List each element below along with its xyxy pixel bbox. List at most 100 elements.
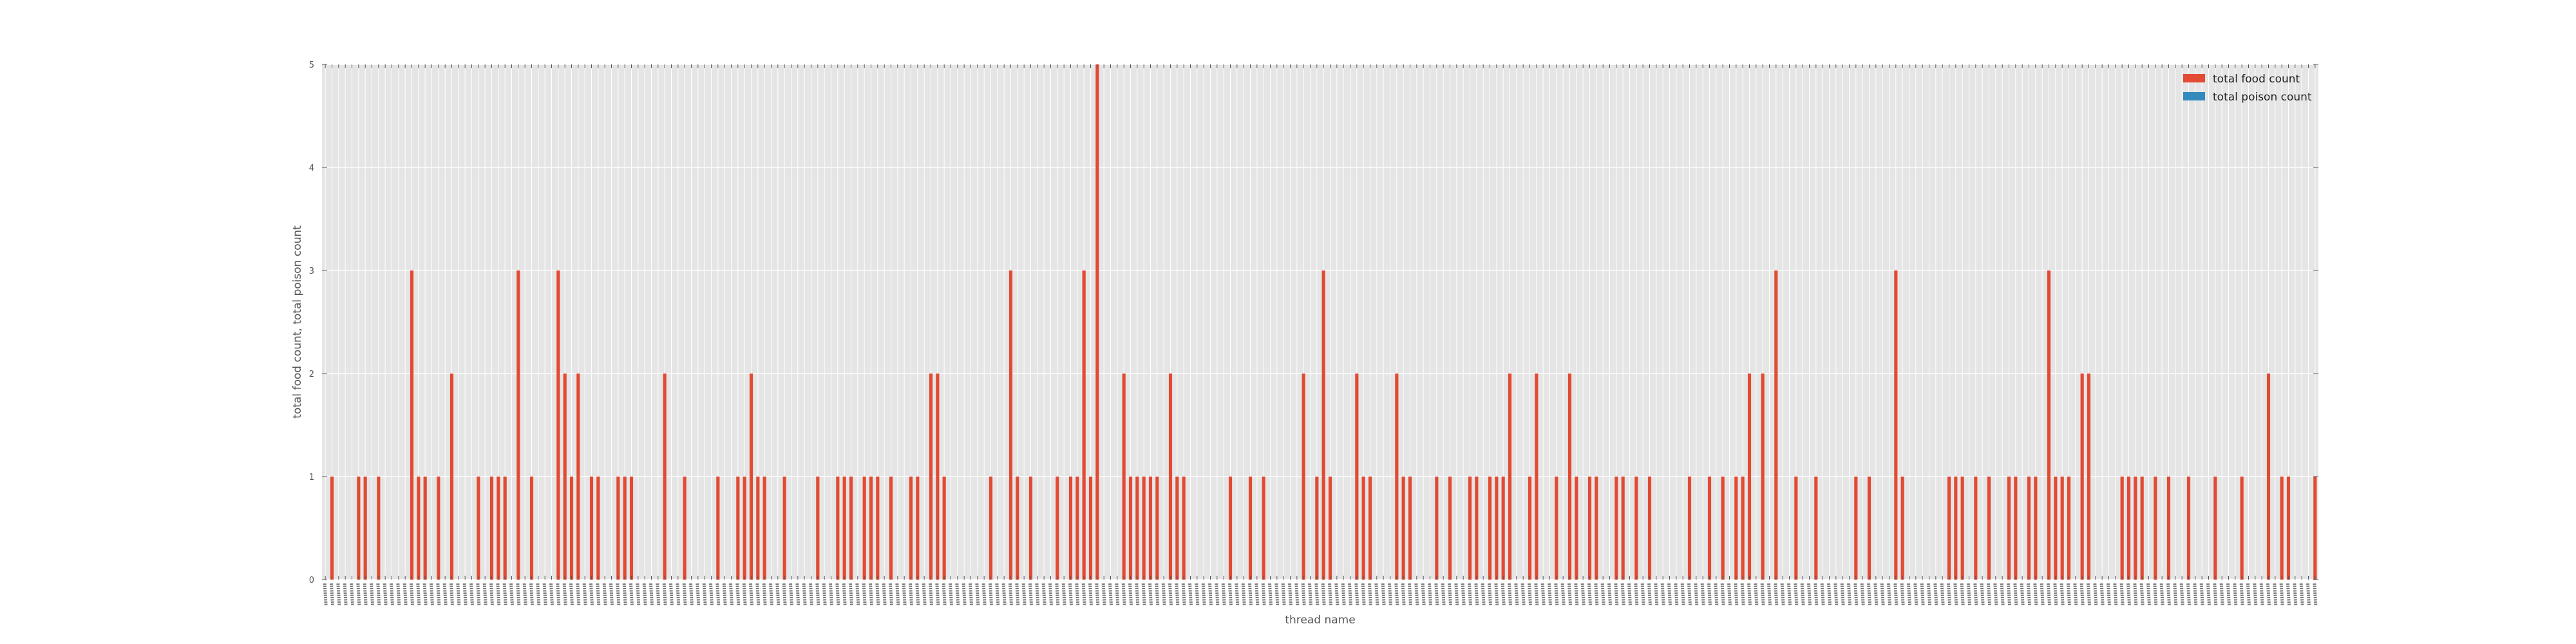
x-tick-label	[2213, 583, 2218, 606]
bar-food	[1435, 477, 1439, 580]
x-tick-label	[469, 583, 474, 606]
x-tick-label	[2246, 583, 2251, 606]
bar-food	[1721, 477, 1725, 580]
x-tick-label	[410, 583, 414, 606]
bar-food	[2126, 477, 2131, 580]
legend: total food count total poison count	[2183, 73, 2312, 104]
x-tick-label	[915, 583, 920, 606]
bar-food	[749, 374, 753, 580]
bar-food	[1501, 477, 1505, 580]
x-tick-label	[1913, 583, 1918, 606]
x-tick-label	[1394, 583, 1399, 606]
x-tick-label	[556, 583, 561, 606]
bar-food	[1401, 477, 1405, 580]
x-tick-label	[1075, 583, 1080, 606]
x-tick-label	[1920, 583, 1925, 606]
bar-food	[1135, 477, 1139, 580]
x-tick-label	[949, 583, 953, 606]
bar-food	[1634, 477, 1638, 580]
bar-food	[909, 477, 913, 580]
x-tick-label	[1508, 583, 1512, 606]
y-tick-label: 0	[309, 576, 314, 585]
x-tick-label	[995, 583, 1000, 606]
x-tick-label	[2313, 583, 2318, 606]
x-tick-label	[1900, 583, 1905, 606]
x-tick-label	[562, 583, 567, 606]
bar-food	[503, 477, 507, 580]
bar-food	[1687, 477, 1692, 580]
x-tick-label	[1428, 583, 1432, 606]
x-tick-label	[1328, 583, 1332, 606]
bar-food	[816, 477, 820, 580]
x-tick-label	[1540, 583, 1546, 606]
x-tick-label	[2219, 583, 2224, 606]
x-tick-label	[1028, 583, 1033, 606]
bar-food	[1854, 477, 1858, 580]
x-tick-label	[1481, 583, 1486, 606]
x-tick-label	[929, 583, 933, 606]
x-tick-label	[1141, 583, 1146, 606]
x-tick-label	[450, 583, 454, 606]
x-tick-label	[2053, 583, 2058, 606]
x-tick-label	[1647, 583, 1652, 606]
x-tick-label	[1048, 583, 1053, 606]
bar-food	[2286, 477, 2291, 580]
x-tick-label	[422, 583, 428, 606]
bar-food	[330, 477, 334, 580]
x-tick-label	[975, 583, 980, 606]
x-tick-label	[1754, 583, 1759, 606]
bar-food	[1575, 477, 1578, 580]
x-tick-label	[576, 583, 581, 606]
bar-food	[2313, 477, 2317, 580]
x-tick-label	[2266, 583, 2271, 606]
bar-food	[1095, 64, 1099, 580]
x-tick-label	[1520, 583, 1526, 606]
x-tick-label	[809, 583, 813, 606]
bar-food	[563, 374, 567, 580]
x-tick-label	[436, 583, 441, 606]
x-tick-label	[1321, 583, 1326, 606]
plot-background	[322, 64, 2318, 580]
x-tick-label	[569, 583, 574, 606]
bar-food	[529, 477, 534, 580]
bar-food	[1128, 477, 1133, 580]
x-tick-label	[1235, 583, 1240, 606]
bar-food	[417, 477, 421, 580]
x-tick-label	[1734, 583, 1739, 606]
x-tick-label	[649, 583, 654, 606]
bar-food	[1028, 477, 1033, 580]
bar-food	[450, 374, 454, 580]
bar-food	[2060, 477, 2064, 580]
bar-food	[1228, 477, 1233, 580]
x-tick-label	[862, 583, 867, 606]
x-tick-label	[2299, 583, 2304, 606]
bar-food	[1621, 477, 1625, 580]
x-tick-label	[1374, 583, 1379, 606]
x-tick-label	[981, 583, 987, 606]
bar-food	[2120, 477, 2124, 580]
x-tick-label	[1334, 583, 1340, 606]
x-tick-label	[2040, 583, 2045, 606]
x-tick-label	[1774, 583, 1779, 606]
bar-food	[1495, 477, 1499, 580]
x-tick-label	[662, 583, 667, 606]
x-tick-label	[1833, 583, 1839, 606]
x-tick-label	[702, 583, 707, 606]
x-tick-label	[1873, 583, 1879, 606]
bar-food	[2266, 374, 2271, 580]
x-tick-label	[682, 583, 687, 606]
x-tick-label	[1408, 583, 1412, 606]
x-tick-label	[1654, 583, 1659, 606]
x-tick-label	[889, 583, 893, 606]
x-tick-label	[1700, 583, 1705, 606]
bar-food	[1747, 374, 1752, 580]
x-tick-label	[715, 583, 721, 606]
x-tick-label	[1574, 583, 1579, 606]
x-tick-label	[2259, 583, 2264, 606]
bar-food	[616, 477, 620, 580]
x-tick-label	[1847, 583, 1852, 606]
x-tick-label	[2186, 583, 2191, 606]
bar-food	[1734, 477, 1738, 580]
x-tick-label	[822, 583, 827, 606]
x-axis-label: thread name	[1285, 614, 1355, 627]
